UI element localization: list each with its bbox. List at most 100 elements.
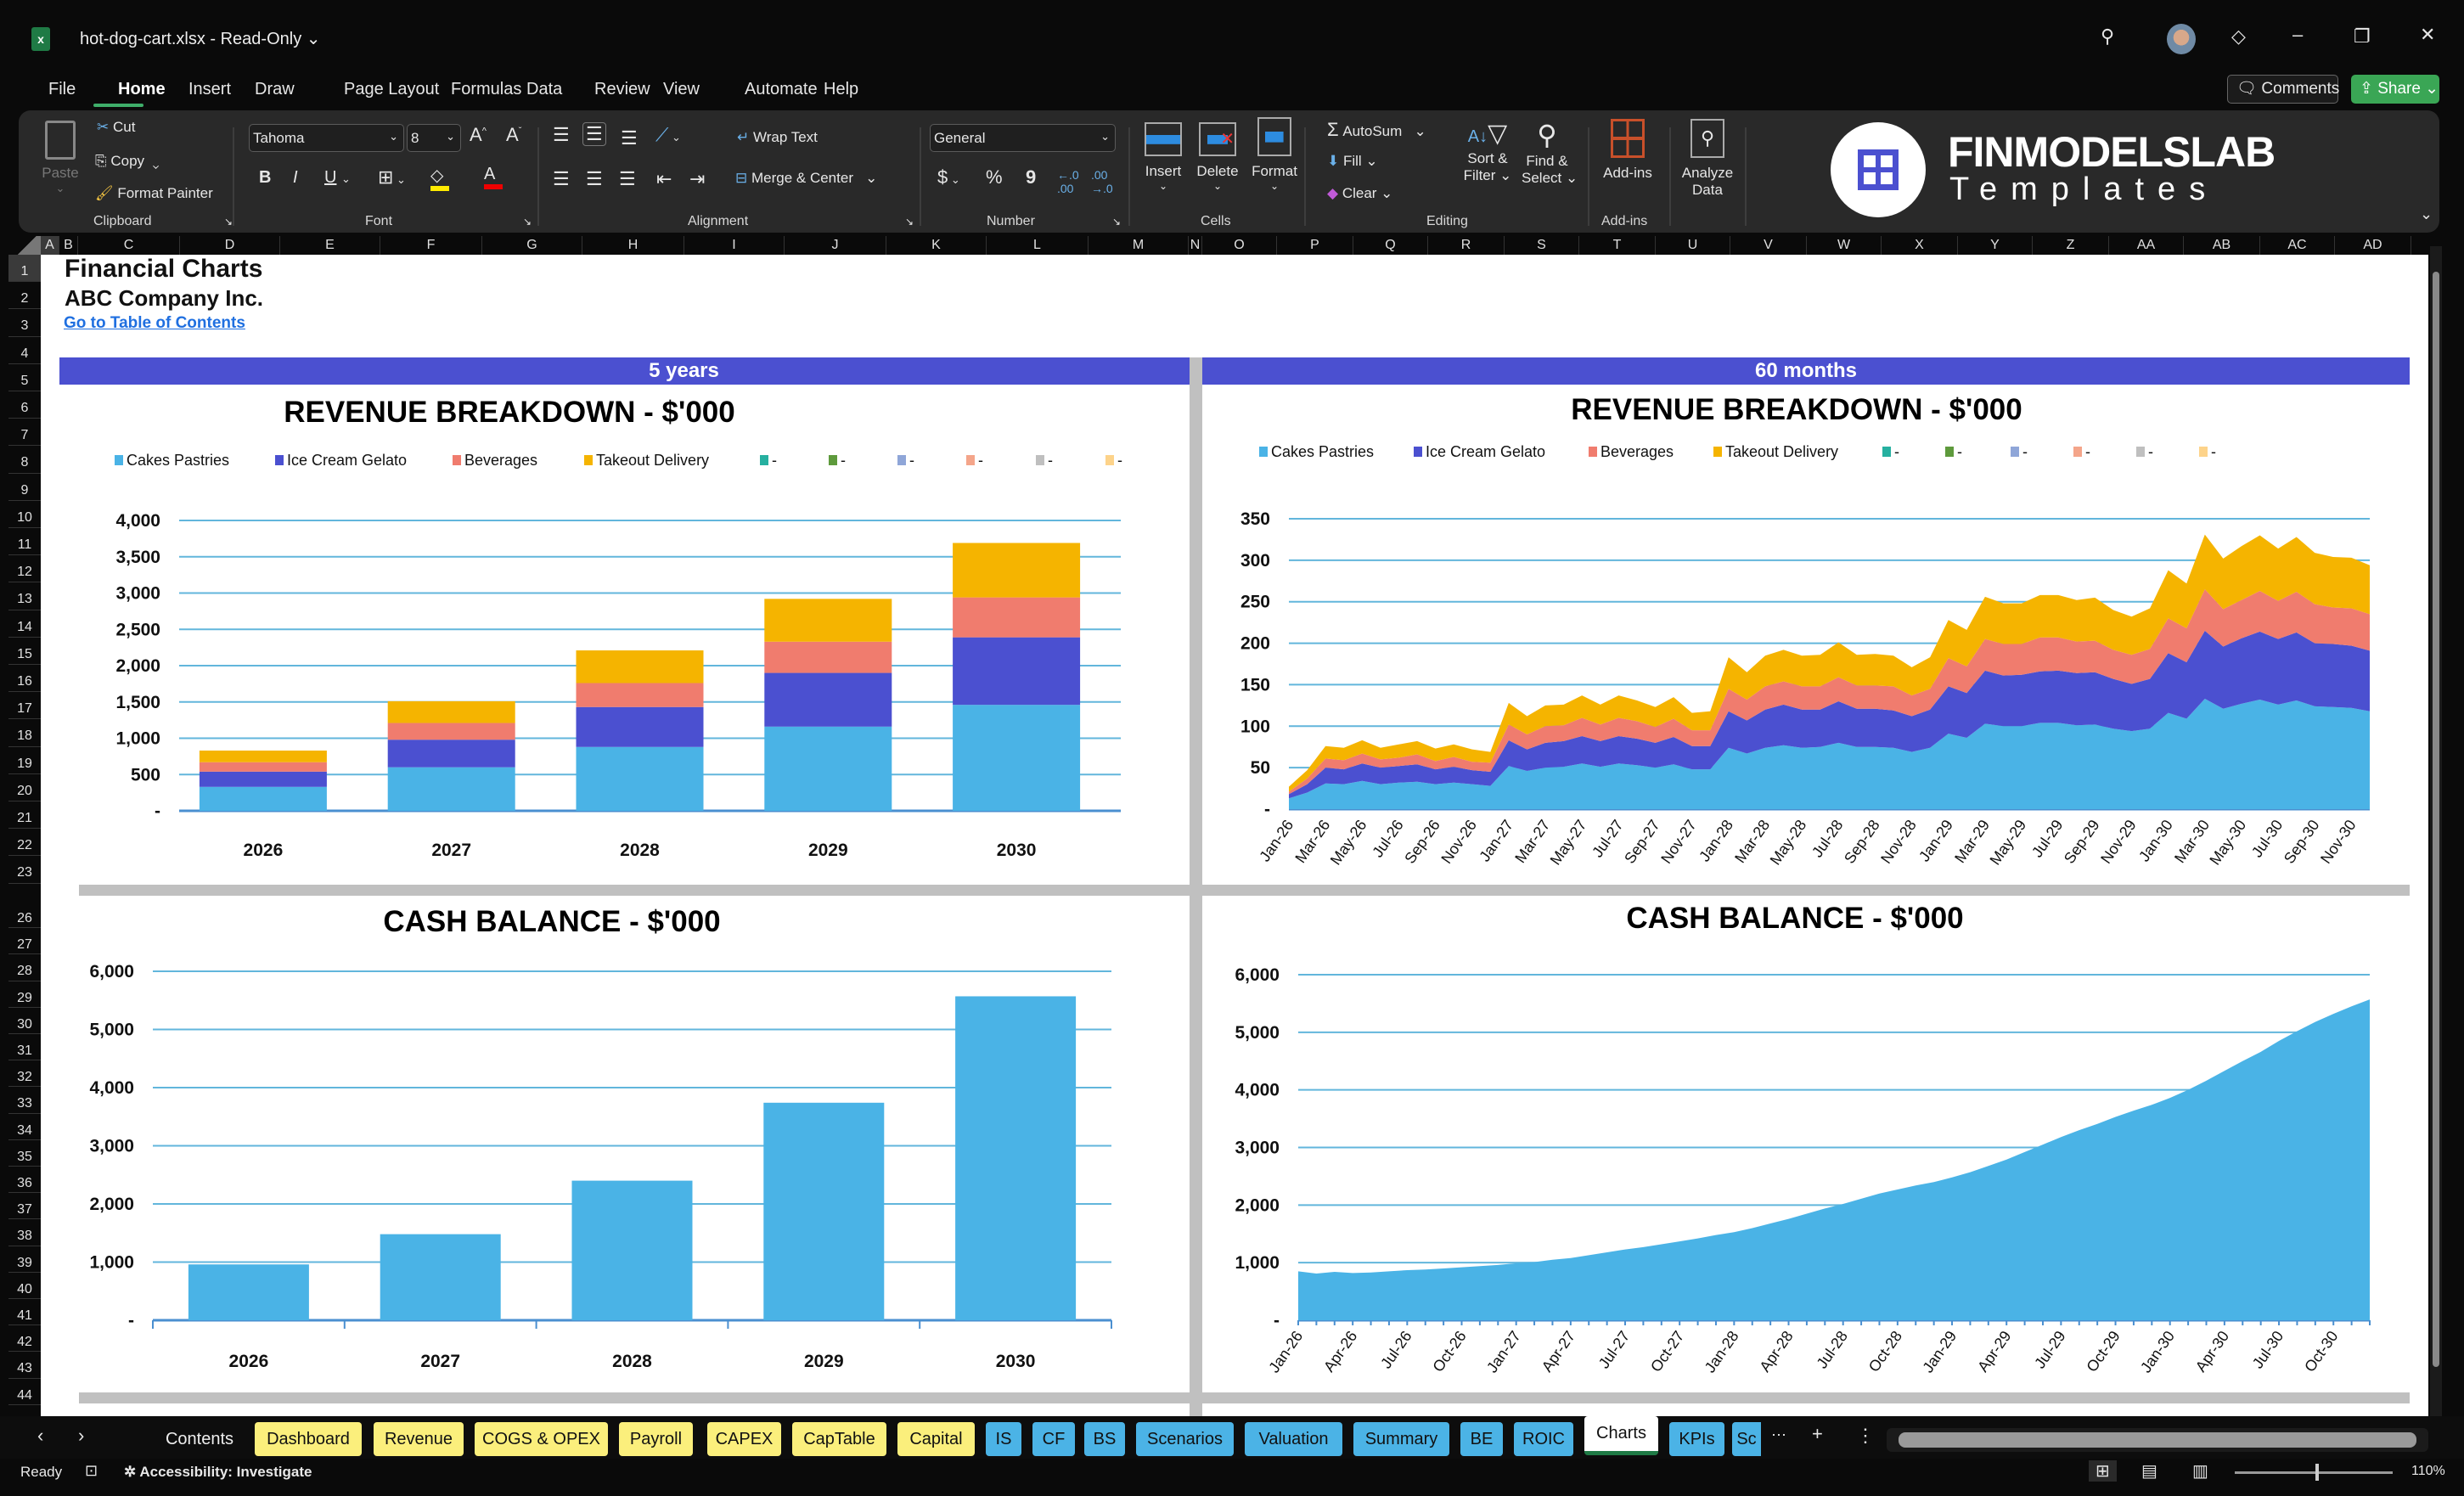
sheet-tab-sc[interactable]: Sc: [1732, 1422, 1761, 1456]
search-icon[interactable]: ⚲: [2101, 25, 2115, 47]
row-header[interactable]: 38: [8, 1219, 41, 1246]
italic-button[interactable]: I: [293, 168, 298, 187]
font-name-select[interactable]: Tahoma ⌄: [249, 124, 404, 152]
column-header[interactable]: I: [684, 236, 785, 255]
column-header[interactable]: F: [380, 236, 482, 255]
zoom-slider[interactable]: [2235, 1464, 2393, 1481]
column-header[interactable]: K: [886, 236, 987, 255]
cut-button[interactable]: ✂ Cut: [97, 119, 135, 136]
currency-button[interactable]: $ ⌄: [937, 166, 960, 188]
menu-tab-formulas[interactable]: Formulas: [451, 80, 522, 98]
orientation-icon[interactable]: ⟋ ⌄: [655, 124, 681, 145]
underline-button[interactable]: U ⌄: [324, 168, 351, 187]
row-header[interactable]: 5: [8, 364, 41, 391]
row-header[interactable]: 35: [8, 1140, 41, 1167]
copy-button[interactable]: ⎘ Copy ⌄: [95, 153, 160, 169]
row-header[interactable]: 39: [8, 1246, 41, 1273]
sheet-tab-is[interactable]: IS: [986, 1422, 1021, 1456]
scroll-tabs-right-icon[interactable]: ›: [78, 1425, 85, 1446]
column-header[interactable]: M: [1089, 236, 1189, 255]
align-right-icon[interactable]: ☰: [619, 168, 636, 189]
restore-icon[interactable]: ❐: [2354, 25, 2371, 47]
insert-cells-button[interactable]: Insert ⌄: [1142, 122, 1184, 192]
menu-tab-help[interactable]: Help: [824, 80, 859, 98]
share-button[interactable]: ⇪ Share ⌄: [2351, 75, 2439, 104]
row-header[interactable]: 40: [8, 1273, 41, 1299]
bold-button[interactable]: B: [259, 168, 272, 187]
sheet-tab-payroll[interactable]: Payroll: [619, 1422, 693, 1456]
column-header[interactable]: C: [78, 236, 180, 255]
sheet-tab-contents[interactable]: Contents: [165, 1430, 234, 1448]
column-header[interactable]: AD: [2335, 236, 2411, 255]
row-header[interactable]: 19: [8, 747, 41, 774]
select-all-corner[interactable]: [8, 236, 41, 255]
row-header[interactable]: 36: [8, 1167, 41, 1194]
number-format-select[interactable]: General ⌄: [930, 124, 1116, 152]
column-header[interactable]: G: [482, 236, 582, 255]
accessibility-button[interactable]: ✲ Accessibility: Investigate: [124, 1464, 312, 1481]
sheet-tab-revenue[interactable]: Revenue: [374, 1422, 464, 1456]
column-header[interactable]: D: [180, 236, 280, 255]
menu-tab-view[interactable]: View: [663, 80, 700, 98]
column-header[interactable]: R: [1428, 236, 1505, 255]
column-header[interactable]: AB: [2184, 236, 2260, 255]
clear-button[interactable]: ◆ Clear ⌄: [1327, 185, 1393, 201]
column-header[interactable]: N: [1189, 236, 1202, 255]
add-sheet-icon[interactable]: +: [1812, 1423, 1823, 1444]
row-header[interactable]: 32: [8, 1060, 41, 1088]
row-header[interactable]: 13: [8, 582, 41, 610]
column-header[interactable]: U: [1656, 236, 1730, 255]
horizontal-scrollbar[interactable]: [1887, 1428, 2428, 1452]
row-header[interactable]: 27: [8, 928, 41, 955]
close-icon[interactable]: ✕: [2420, 24, 2436, 45]
row-header[interactable]: 2: [8, 282, 41, 310]
menu-tab-file[interactable]: File: [48, 80, 76, 98]
column-header[interactable]: B: [59, 236, 78, 255]
row-header[interactable]: 6: [8, 391, 41, 419]
font-size-select[interactable]: 8 ⌄: [407, 124, 461, 152]
sheet-tab-summary[interactable]: Summary: [1353, 1422, 1449, 1456]
find-select-button[interactable]: ⚲ Find & Select ⌄: [1522, 119, 1578, 187]
row-header[interactable]: 31: [8, 1034, 41, 1061]
page-layout-view-icon[interactable]: ▤: [2141, 1462, 2157, 1481]
dialog-launcher-icon[interactable]: ↘: [905, 216, 914, 228]
sheet-tab-kpis[interactable]: KPIs: [1669, 1422, 1724, 1456]
column-header[interactable]: L: [987, 236, 1089, 255]
addins-button[interactable]: Add-ins: [1600, 119, 1656, 182]
row-header[interactable]: 17: [8, 692, 41, 720]
row-header[interactable]: 37: [8, 1193, 41, 1220]
decrease-font-size-icon[interactable]: Aˇ: [506, 124, 522, 145]
row-header[interactable]: 10: [8, 501, 41, 528]
delete-cells-button[interactable]: ✕ Delete ⌄: [1196, 122, 1239, 192]
collapse-ribbon-icon[interactable]: ⌄: [2420, 205, 2433, 222]
merge-center-button[interactable]: ⊟ Merge & Center ⌄: [735, 170, 878, 186]
column-header[interactable]: A: [41, 236, 59, 255]
sheet-tab-dashboard[interactable]: Dashboard: [255, 1422, 362, 1456]
avatar[interactable]: [2167, 24, 2196, 54]
align-left-icon[interactable]: ☰: [553, 168, 570, 189]
sheet-tab-charts[interactable]: Charts: [1584, 1416, 1658, 1455]
row-header[interactable]: 29: [8, 981, 41, 1008]
menu-tab-draw[interactable]: Draw: [255, 80, 295, 98]
row-header[interactable]: 42: [8, 1325, 41, 1353]
fill-button[interactable]: ⬇ Fill ⌄: [1327, 153, 1378, 169]
dialog-launcher-icon[interactable]: ↘: [224, 216, 233, 228]
sheet-tab-valuation[interactable]: Valuation: [1245, 1422, 1342, 1456]
row-header[interactable]: 30: [8, 1008, 41, 1034]
column-header[interactable]: J: [785, 236, 886, 255]
macro-recording-icon[interactable]: ⊡: [85, 1462, 98, 1479]
row-header[interactable]: 44: [8, 1379, 41, 1405]
column-header[interactable]: Q: [1353, 236, 1428, 255]
autosum-button[interactable]: Σ AutoSum ⌄: [1327, 119, 1426, 140]
menu-tab-insert[interactable]: Insert: [188, 80, 232, 98]
column-header[interactable]: V: [1730, 236, 1807, 255]
sheet-tab-scenarios[interactable]: Scenarios: [1136, 1422, 1234, 1456]
menu-tab-automate[interactable]: Automate: [745, 80, 818, 98]
column-header[interactable]: T: [1579, 236, 1656, 255]
comma-style-button[interactable]: 9: [1026, 166, 1037, 188]
column-header[interactable]: P: [1277, 236, 1353, 255]
column-header[interactable]: X: [1882, 236, 1958, 255]
borders-icon[interactable]: ⊞ ⌄: [378, 166, 406, 188]
sheet-tab-bs[interactable]: BS: [1084, 1422, 1125, 1456]
row-header[interactable]: 21: [8, 801, 41, 830]
